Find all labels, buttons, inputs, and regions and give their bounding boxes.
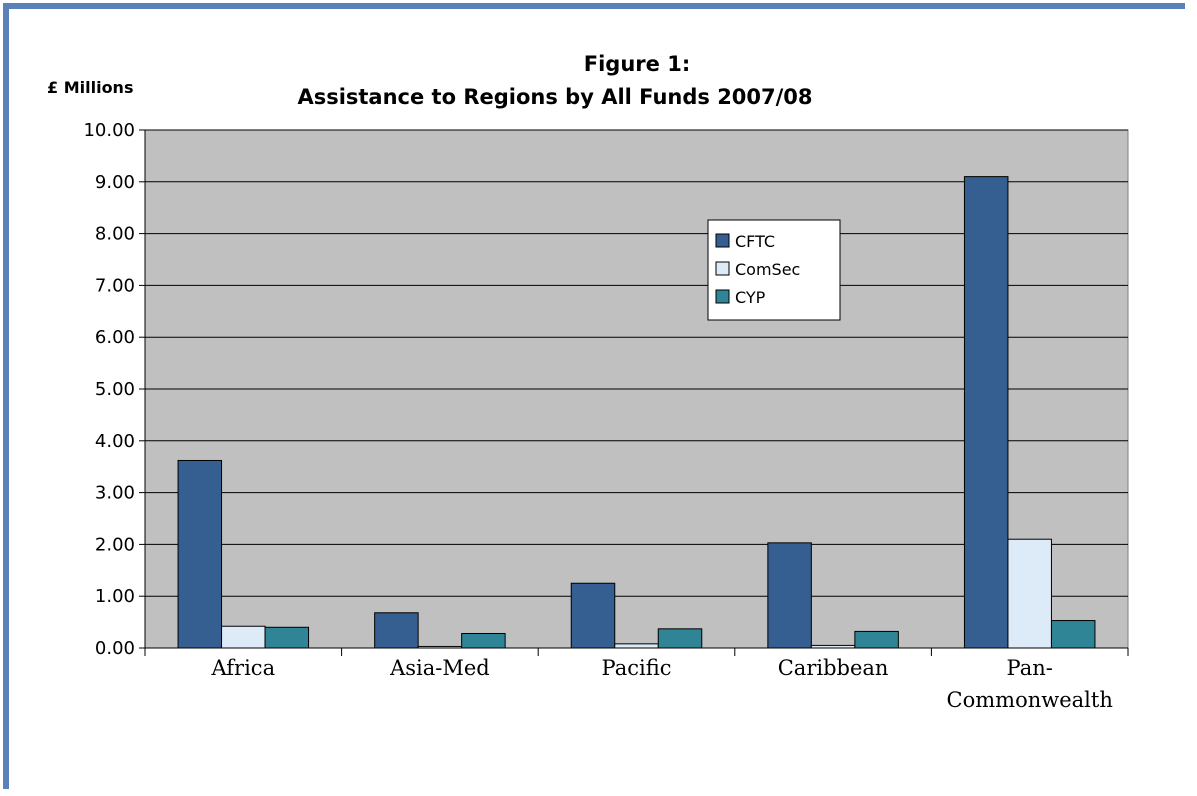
chart-frame — [3, 3, 1185, 789]
y-tick-label: 8.00 — [95, 224, 135, 245]
bar-cftc-3 — [767, 542, 812, 649]
bar-cyp-3 — [854, 630, 899, 649]
plot-area: 0.00 1.00 2.00 3.00 4.00 5.00 6.00 7.00 8.00 9.00… — [83, 120, 1129, 712]
bar-comsec-2 — [614, 643, 659, 649]
y-tick-label: 1.00 — [95, 586, 135, 607]
legend-label-cftc: CFTC — [735, 232, 775, 251]
y-tick-label: 6.00 — [95, 327, 135, 348]
y-tick-label: 5.00 — [95, 379, 135, 400]
y-tick-label: 0.00 — [95, 638, 135, 659]
bar-comsec-0 — [221, 625, 266, 649]
bar-cyp-1 — [461, 632, 506, 649]
legend-swatch-cyp — [715, 289, 730, 304]
x-tick-label: Caribbean — [778, 656, 889, 680]
bar-cftc-4 — [963, 176, 1009, 649]
chart-title-line1: Figure 1: — [584, 52, 690, 76]
y-axis-unit-label: £ Millions — [47, 78, 133, 97]
x-tick-label: Pacific — [602, 656, 672, 680]
chart-title-line2: Assistance to Regions by All Funds 2007/… — [297, 85, 812, 109]
bar-cftc-0 — [177, 459, 223, 649]
bar-cyp-2 — [657, 628, 703, 649]
x-tick-label: Asia-Med — [389, 656, 490, 680]
bar-cftc-2 — [570, 582, 616, 649]
bar-comsec-1 — [417, 645, 463, 649]
y-tick-label: 3.00 — [95, 483, 135, 504]
legend-box — [707, 219, 841, 321]
y-tick-label: 4.00 — [95, 431, 135, 452]
bar-cftc-1 — [374, 612, 419, 649]
legend-label-cyp: CYP — [735, 288, 766, 307]
bar-cyp-0 — [264, 626, 310, 649]
bar-comsec-3 — [810, 644, 856, 649]
y-tick-label: 7.00 — [95, 275, 135, 296]
legend: CFTC ComSec CYP — [707, 219, 841, 321]
legend-label-comsec: ComSec — [735, 260, 800, 279]
bar-comsec-4 — [1007, 538, 1052, 649]
y-tick-label: 9.00 — [95, 172, 135, 193]
x-tick-label: Africa — [210, 656, 275, 680]
x-tick-label: Pan- — [1007, 656, 1053, 680]
x-tick-label: Commonwealth — [947, 688, 1113, 712]
y-tick-label: 2.00 — [95, 534, 135, 555]
legend-swatch-comsec — [715, 261, 730, 276]
legend-swatch-cftc — [715, 233, 730, 248]
y-tick-label: 10.00 — [83, 120, 135, 141]
bar-cyp-4 — [1050, 620, 1096, 649]
